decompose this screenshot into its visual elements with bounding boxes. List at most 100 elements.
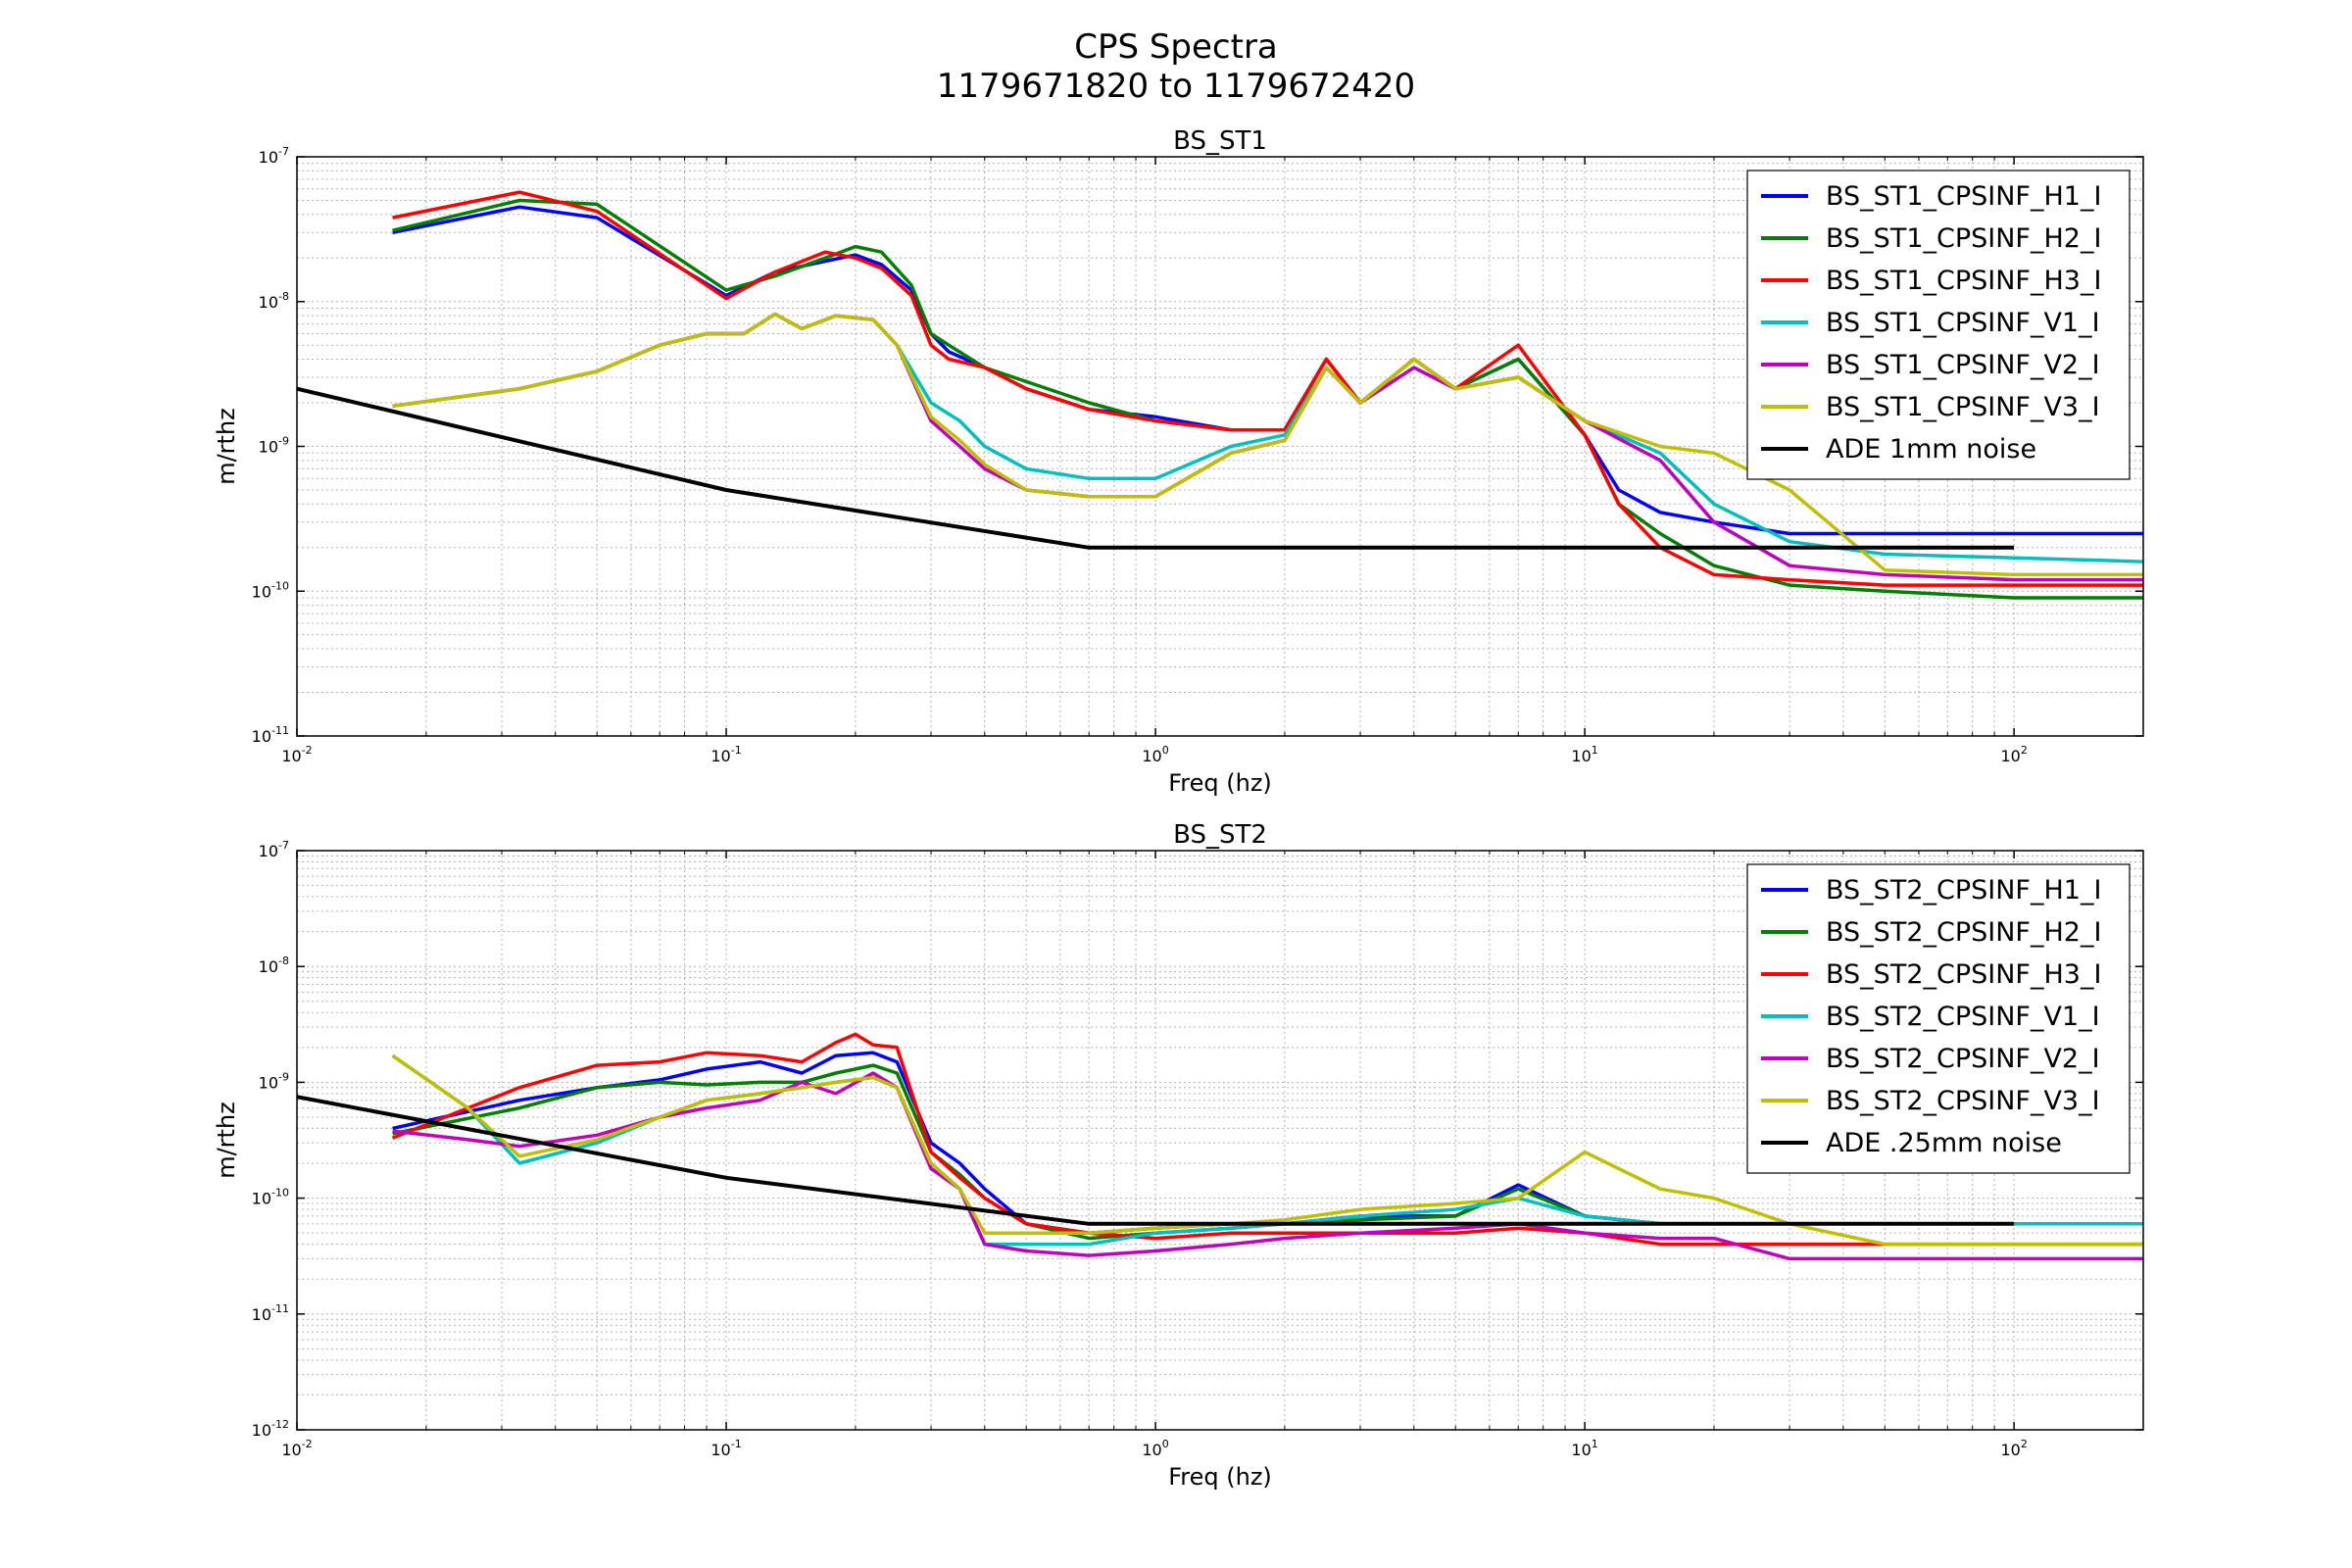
x-tick-label-base: 10 [710, 747, 730, 765]
y-tick-label-exponent: -11 [271, 724, 289, 737]
y-axis-label: m/rthz [213, 1102, 240, 1179]
series-line-bs-st2-cpsinf-v3-i [391, 1054, 2143, 1247]
legend-label-bs-st1-cpsinf-h3-i: BS_ST1_CPSINF_H3_I [1826, 266, 2101, 296]
x-tick-label: 101 [1571, 1438, 1597, 1459]
y-tick-label: 10-7 [259, 145, 289, 167]
legend-label-bs-st2-cpsinf-h2-i: BS_ST2_CPSINF_H2_I [1826, 917, 2101, 948]
legend-label-bs-st1-cpsinf-v2-i: BS_ST1_CPSINF_V2_I [1826, 350, 2100, 380]
y-tick-label: 10-9 [259, 435, 289, 457]
y-tick-label: 10-8 [259, 955, 289, 976]
series-line-bs-st2-cpsinf-v2-i [392, 1071, 2143, 1261]
x-tick-label: 10-2 [281, 1438, 312, 1459]
y-tick-label-exponent: -10 [271, 579, 289, 592]
x-tick-label-exponent: -2 [302, 744, 313, 757]
y-tick-label-base: 10 [259, 148, 278, 167]
y-tick-label-exponent: -11 [271, 1302, 289, 1315]
y-tick-label: 10-11 [252, 1302, 289, 1324]
series-line-ade-1mm-noise [297, 386, 2015, 550]
x-tick-label-base: 10 [1142, 747, 1161, 765]
y-tick-label: 10-10 [252, 579, 289, 601]
y-tick-label: 10-12 [252, 1418, 289, 1440]
y-tick-label-base: 10 [252, 727, 271, 746]
y-tick-label-exponent: -7 [278, 145, 289, 158]
x-tick-label: 100 [1142, 744, 1168, 765]
x-tick-label-exponent: 1 [1592, 744, 1598, 757]
y-tick-label-exponent: -8 [278, 955, 289, 967]
legend-label-ade-25mm-noise: ADE .25mm noise [1826, 1128, 2062, 1158]
y-tick-label-base: 10 [252, 1421, 271, 1440]
x-tick-label-exponent: 0 [1162, 744, 1169, 757]
legend-label-bs-st2-cpsinf-v3-i: BS_ST2_CPSINF_V3_I [1826, 1086, 2100, 1116]
x-tick-label-exponent: 2 [2021, 744, 2028, 757]
x-tick-label: 102 [2000, 744, 2027, 765]
legend-label-bs-st1-cpsinf-h1-i: BS_ST1_CPSINF_H1_I [1826, 181, 2101, 212]
y-tick-label-exponent: -7 [278, 839, 289, 852]
x-tick-label: 101 [1571, 744, 1597, 765]
figure-title-line1: CPS Spectra [1074, 27, 1278, 67]
series-line-bs-st2-cpsinf-h3-i [391, 1032, 2143, 1247]
x-tick-label: 102 [2000, 1438, 2027, 1459]
y-tick-label-exponent: -12 [271, 1418, 289, 1431]
legend: BS_ST1_CPSINF_H1_I BS_ST1_CPSINF_H2_I BS_S… [1746, 170, 2131, 480]
x-tick-label-base: 10 [1142, 1441, 1161, 1459]
x-tick-label-exponent: -1 [731, 1438, 742, 1450]
legend-box [1746, 170, 2131, 480]
series-line-ade-25mm-noise [297, 1095, 2015, 1226]
x-tick-label-exponent: -2 [302, 1438, 313, 1450]
x-tick-label-exponent: 0 [1162, 1438, 1169, 1450]
legend: BS_ST2_CPSINF_H1_I BS_ST2_CPSINF_H2_I BS_S… [1746, 863, 2131, 1174]
y-axis-label: m/rthz [213, 408, 240, 485]
y-tick-label-exponent: -10 [271, 1187, 289, 1200]
legend-label-bs-st2-cpsinf-v2-i: BS_ST2_CPSINF_V2_I [1826, 1044, 2100, 1074]
y-tick-label-base: 10 [259, 842, 278, 860]
legend-label-bs-st1-cpsinf-v1-i: BS_ST1_CPSINF_V1_I [1826, 308, 2100, 338]
y-tick-label: 10-9 [259, 1070, 289, 1092]
y-tick-label-base: 10 [259, 438, 278, 457]
subplot-title: BS_ST2 [1173, 820, 1267, 850]
series-line-bs-st1-cpsinf-h3-i [392, 190, 2143, 587]
x-tick-label-base: 10 [1571, 1441, 1591, 1459]
y-tick-label-base: 10 [259, 293, 278, 312]
x-axis-label: Freq (hz) [1168, 769, 1272, 797]
x-tick-label-base: 10 [2000, 1441, 2020, 1459]
x-tick-label: 100 [1142, 1438, 1168, 1459]
x-tick-label-base: 10 [1571, 747, 1591, 765]
y-tick-label: 10-10 [252, 1187, 289, 1208]
y-tick-label-exponent: -8 [278, 290, 289, 303]
x-tick-label-exponent: 2 [2021, 1438, 2028, 1450]
series-lines [297, 190, 2143, 600]
legend-label-bs-st2-cpsinf-h1-i: BS_ST2_CPSINF_H1_I [1826, 875, 2101, 906]
series-line-bs-st1-cpsinf-v3-i [392, 312, 2143, 577]
y-tick-label-exponent: -9 [278, 1070, 289, 1083]
x-tick-label-base: 10 [2000, 747, 2020, 765]
x-axis-label: Freq (hz) [1168, 1463, 1272, 1491]
y-tick-label: 10-7 [259, 839, 289, 860]
x-tick-label-base: 10 [710, 1441, 730, 1459]
y-tick-label-base: 10 [252, 582, 271, 601]
legend-label-ade-1mm-noise: ADE 1mm noise [1826, 434, 2036, 465]
series-lines [297, 1032, 2143, 1261]
x-tick-label: 10-1 [710, 744, 741, 765]
x-tick-label-exponent: -1 [731, 744, 742, 757]
legend-label-bs-st2-cpsinf-v1-i: BS_ST2_CPSINF_V1_I [1826, 1002, 2100, 1032]
legend-label-bs-st1-cpsinf-h2-i: BS_ST1_CPSINF_H2_I [1826, 223, 2101, 254]
x-tick-label-exponent: 1 [1592, 1438, 1598, 1450]
y-tick-label-base: 10 [259, 957, 278, 976]
x-tick-label-base: 10 [281, 747, 301, 765]
legend-label-bs-st2-cpsinf-h3-i: BS_ST2_CPSINF_H3_I [1826, 959, 2101, 990]
figure-title-line2: 1179671820 to 1179672420 [936, 67, 1416, 106]
series-line-bs-st1-cpsinf-h1-i [392, 205, 2143, 536]
subplot-title: BS_ST1 [1173, 126, 1267, 156]
x-tick-label: 10-1 [710, 1438, 741, 1459]
legend-label-bs-st1-cpsinf-v3-i: BS_ST1_CPSINF_V3_I [1826, 392, 2100, 422]
legend-box [1746, 863, 2131, 1174]
y-tick-label: 10-8 [259, 290, 289, 312]
y-tick-label: 10-11 [252, 724, 289, 746]
x-axis: 10-2 10-1 100 101 102 [281, 851, 2144, 1459]
x-tick-label-base: 10 [281, 1441, 301, 1459]
